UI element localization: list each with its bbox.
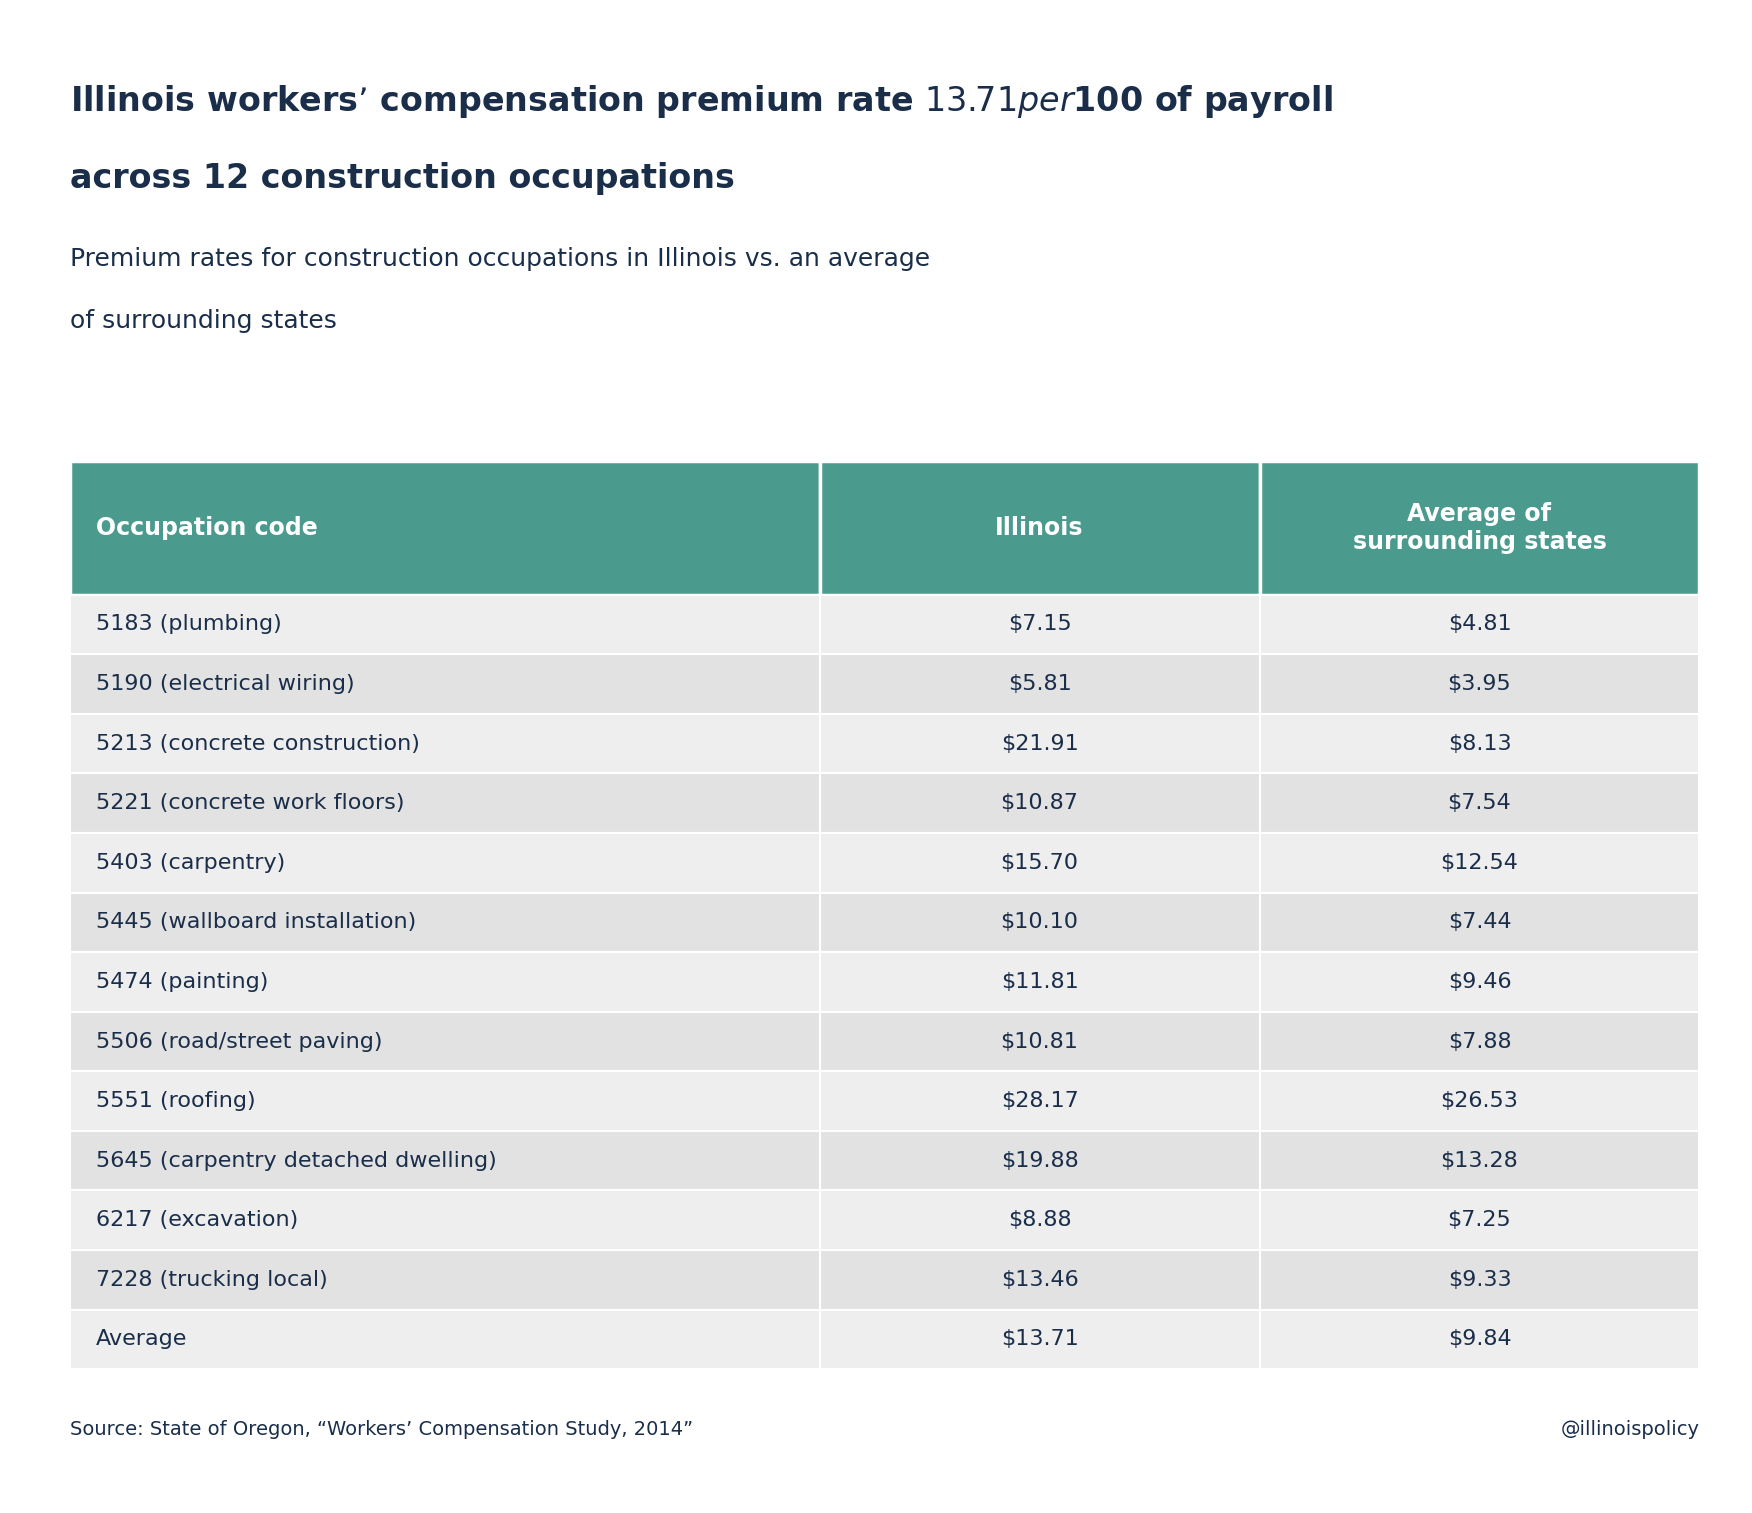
Text: Occupation code: Occupation code [96,516,317,540]
Text: $7.44: $7.44 [1447,912,1512,932]
Bar [820,1310,1260,1369]
Bar [820,714,1260,773]
Bar [70,834,820,893]
Bar [70,952,820,1012]
Text: 5645 (carpentry detached dwelling): 5645 (carpentry detached dwelling) [96,1151,498,1171]
Text: $13.28: $13.28 [1440,1151,1519,1171]
Bar [820,952,1260,1012]
Bar [820,1130,1260,1191]
Bar [820,773,1260,834]
Text: Source: State of Oregon, “Workers’ Compensation Study, 2014”: Source: State of Oregon, “Workers’ Compe… [70,1421,694,1439]
Text: $8.88: $8.88 [1007,1210,1072,1230]
Text: $10.81: $10.81 [1000,1032,1079,1052]
Text: $19.88: $19.88 [1000,1151,1079,1171]
Text: $15.70: $15.70 [1000,853,1079,873]
Bar [70,461,820,595]
Text: 5183 (plumbing): 5183 (plumbing) [96,614,282,634]
Text: @illinoispolicy: @illinoispolicy [1561,1421,1699,1439]
Bar [70,893,820,952]
Text: $9.33: $9.33 [1447,1269,1512,1291]
Bar [70,773,820,834]
Text: 5506 (road/street paving): 5506 (road/street paving) [96,1032,382,1052]
Text: 5551 (roofing): 5551 (roofing) [96,1091,256,1111]
Bar [1260,1191,1699,1250]
Text: $26.53: $26.53 [1440,1091,1519,1111]
Text: $7.88: $7.88 [1447,1032,1512,1052]
Text: $10.10: $10.10 [1000,912,1079,932]
Text: $7.15: $7.15 [1007,614,1072,634]
Bar [820,654,1260,714]
Bar [70,595,820,654]
Bar [70,1250,820,1310]
Text: across 12 construction occupations: across 12 construction occupations [70,162,734,195]
Text: Average: Average [96,1330,187,1350]
Bar [820,834,1260,893]
Bar [820,1071,1260,1130]
Text: of surrounding states: of surrounding states [70,309,336,333]
Bar [820,1250,1260,1310]
Bar [1260,461,1699,595]
Bar [70,714,820,773]
Text: 7228 (trucking local): 7228 (trucking local) [96,1269,328,1291]
Bar [1260,834,1699,893]
Text: 5403 (carpentry): 5403 (carpentry) [96,853,286,873]
Bar [1260,1250,1699,1310]
Bar [1260,773,1699,834]
Text: Illinois: Illinois [995,516,1084,540]
Text: $28.17: $28.17 [1000,1091,1079,1111]
Text: $13.46: $13.46 [1000,1269,1079,1291]
Text: $3.95: $3.95 [1447,673,1512,694]
Bar [70,1130,820,1191]
Text: $7.54: $7.54 [1447,793,1512,812]
Bar [820,1012,1260,1071]
Bar [1260,595,1699,654]
Bar [70,1012,820,1071]
Bar [820,893,1260,952]
Bar [1260,1310,1699,1369]
Bar [1260,1012,1699,1071]
Bar [1260,1130,1699,1191]
Text: $4.81: $4.81 [1447,614,1512,634]
Text: $9.46: $9.46 [1447,971,1512,993]
Text: $21.91: $21.91 [1000,734,1079,753]
Bar [1260,654,1699,714]
Bar [820,595,1260,654]
Bar [820,461,1260,595]
Text: Average of
surrounding states: Average of surrounding states [1353,502,1607,554]
Text: 5213 (concrete construction): 5213 (concrete construction) [96,734,420,753]
Bar [70,1310,820,1369]
Bar [1260,952,1699,1012]
Text: $10.87: $10.87 [1000,793,1079,812]
Bar [1260,1071,1699,1130]
Text: $7.25: $7.25 [1447,1210,1512,1230]
Text: Illinois workers’ compensation premium rate $13.71 per $100 of payroll: Illinois workers’ compensation premium r… [70,83,1333,120]
Bar [820,1191,1260,1250]
Text: 5474 (painting): 5474 (painting) [96,971,268,993]
Bar [70,1071,820,1130]
Text: $9.84: $9.84 [1447,1330,1512,1350]
Text: 5445 (wallboard installation): 5445 (wallboard installation) [96,912,417,932]
Text: 5190 (electrical wiring): 5190 (electrical wiring) [96,673,354,694]
Bar [70,654,820,714]
Bar [70,1191,820,1250]
Text: Premium rates for construction occupations in Illinois vs. an average: Premium rates for construction occupatio… [70,247,930,271]
Text: $12.54: $12.54 [1440,853,1519,873]
Text: $11.81: $11.81 [1000,971,1079,993]
Text: $8.13: $8.13 [1447,734,1512,753]
Text: 5221 (concrete work floors): 5221 (concrete work floors) [96,793,405,812]
Text: 6217 (excavation): 6217 (excavation) [96,1210,298,1230]
Bar [1260,893,1699,952]
Text: $5.81: $5.81 [1007,673,1072,694]
Text: $13.71: $13.71 [1000,1330,1079,1350]
Bar [1260,714,1699,773]
